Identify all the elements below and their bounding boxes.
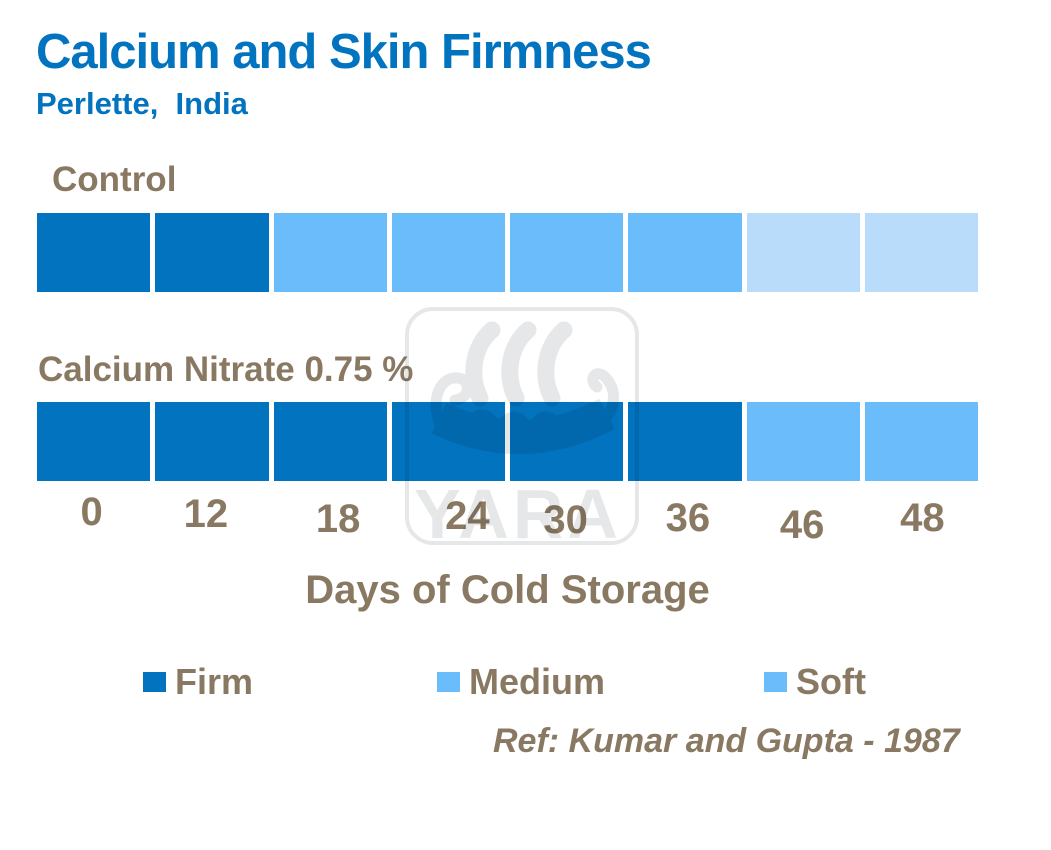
x-tick-label: 46	[779, 503, 825, 547]
bar-segment-medium	[273, 213, 387, 292]
bar-segment-medium	[628, 213, 742, 292]
x-tick-label: 12	[183, 492, 229, 536]
legend-label: Medium	[469, 661, 606, 702]
bar-segment-firm	[37, 213, 151, 292]
legend-label: Soft	[796, 661, 866, 702]
bar-segment-firm	[155, 213, 269, 292]
x-axis-tick-labels: 0 12 18 24 30 36 46 48	[37, 490, 978, 545]
bar-segment-firm	[628, 402, 742, 481]
chart-subtitle: Perlette, India	[36, 86, 248, 121]
x-tick-label: 24	[445, 494, 490, 538]
row-label-calcium-nitrate: Calcium Nitrate 0.75 %	[38, 350, 414, 389]
bar-segment-medium	[746, 402, 860, 481]
legend: Firm Medium Soft	[0, 660, 1051, 704]
x-tick-label: 0	[80, 490, 103, 534]
x-tick-label: 30	[543, 498, 588, 542]
x-tick-label: 36	[665, 496, 711, 540]
bar-segment-firm	[391, 402, 505, 481]
bar-segment-firm	[155, 402, 269, 481]
legend-swatch-soft	[764, 672, 787, 692]
bar-segment-firm	[510, 402, 624, 481]
bar-segment-medium	[391, 213, 505, 292]
reference-text: Ref: Kumar and Gupta - 1987	[493, 722, 960, 760]
legend-item-firm: Firm	[143, 660, 253, 704]
bar-segment-firm	[273, 402, 387, 481]
x-axis-title: Days of Cold Storage	[305, 568, 710, 612]
chart-title: Calcium and Skin Firmness	[36, 25, 652, 79]
legend-label: Firm	[175, 661, 254, 702]
row-label-control: Control	[52, 160, 177, 199]
legend-item-soft: Soft	[764, 660, 866, 704]
bar-segment-soft	[746, 213, 860, 292]
legend-item-medium: Medium	[437, 660, 605, 704]
bar-segment-medium	[510, 213, 624, 292]
legend-swatch-medium	[437, 672, 460, 692]
calcium-nitrate-bar	[37, 402, 978, 481]
bar-segment-firm	[37, 402, 151, 481]
x-tick-label: 48	[900, 496, 945, 540]
control-bar	[37, 213, 978, 292]
legend-swatch-firm	[143, 672, 166, 692]
bar-segment-soft	[864, 213, 978, 292]
x-tick-label: 18	[315, 497, 361, 541]
bar-segment-medium	[864, 402, 978, 481]
